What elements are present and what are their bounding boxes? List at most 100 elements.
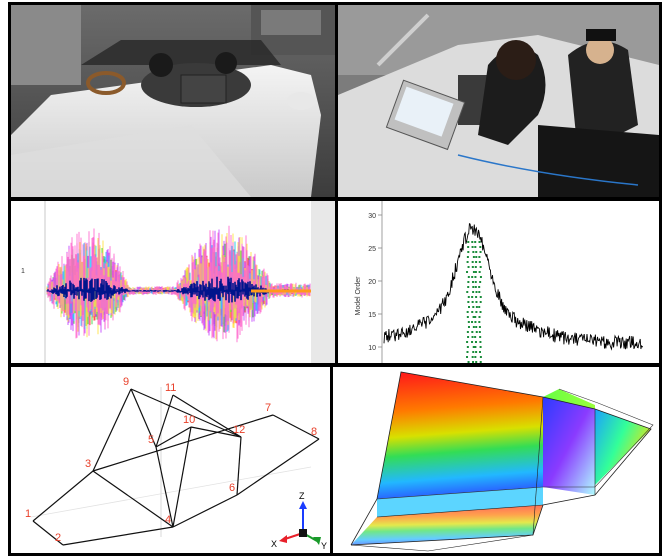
- wireframe-point-label: 6: [229, 482, 235, 494]
- car-photo-illustration: [338, 5, 659, 197]
- wireframe-point-label: 9: [123, 376, 129, 388]
- spectrum-marker: [471, 301, 474, 303]
- spectrum-marker: [479, 246, 482, 248]
- wireframe-edge: [130, 388, 157, 448]
- undeformed-outline-back: [376, 388, 654, 500]
- spectrum-marker: [474, 336, 477, 338]
- wireframe-edge: [155, 394, 174, 448]
- mode-shape-svg: [333, 367, 659, 553]
- wireframe-point-label: 10: [183, 414, 195, 426]
- spectrum-marker: [471, 281, 474, 283]
- spectrum-marker: [472, 306, 475, 308]
- spectrum-marker: [478, 256, 481, 258]
- spectrum-marker: [478, 306, 481, 308]
- spectrum-marker: [467, 336, 470, 338]
- spectrum-marker: [479, 346, 482, 348]
- spectrum-marker: [474, 271, 477, 273]
- wireframe-edge: [190, 426, 242, 438]
- spectrum-marker: [479, 341, 482, 343]
- car-photo-illustration: [11, 5, 335, 197]
- spectrum-marker: [466, 291, 469, 293]
- wireframe-edge: [172, 494, 238, 528]
- wireframe-point-label: 5: [148, 434, 154, 446]
- wireframe-edge: [236, 438, 320, 496]
- spectrum-marker: [475, 331, 478, 333]
- spectrum-marker: [472, 251, 475, 253]
- spectrum-marker: [478, 351, 481, 353]
- spectrum-marker: [471, 336, 474, 338]
- spectrum-marker: [471, 241, 474, 243]
- wireframe-point-label: 2: [55, 532, 61, 544]
- spectrum-marker: [472, 326, 475, 328]
- wireframe-edge: [32, 470, 94, 522]
- wireframe-edge: [92, 388, 132, 472]
- spectrum-marker: [474, 286, 477, 288]
- spectrum-marker: [475, 261, 478, 263]
- spectrum-marker: [466, 271, 469, 273]
- spectrum-ytick-label: 15: [368, 312, 376, 319]
- photo-car-driver-laptop: [8, 2, 338, 200]
- spectrum-marker: [475, 256, 478, 258]
- mode-shape-middle-surface: [543, 397, 595, 495]
- spectrum-marker: [472, 361, 475, 363]
- spectrum-marker: [479, 251, 482, 253]
- wireframe-edge: [32, 520, 64, 546]
- spectrum-ytick-label: 30: [368, 213, 376, 220]
- spectrum-marker: [474, 346, 477, 348]
- spectrum-marker: [472, 351, 475, 353]
- spectrum-marker: [471, 311, 474, 313]
- mode-shape-top-strip: [543, 389, 595, 409]
- spectrum-marker: [479, 296, 482, 298]
- mode-shape-right-surface: [595, 409, 651, 485]
- spectrum-plot-svg: Model Order 30 25 20 15 10: [338, 201, 659, 363]
- coordinate-triad: Z X Y: [271, 491, 327, 551]
- spectrum-marker: [479, 361, 482, 363]
- spectrum-marker: [472, 271, 475, 273]
- triad-y-label: Y: [321, 541, 327, 551]
- spectrum-marker: [466, 316, 469, 318]
- spectrum-marker: [475, 306, 478, 308]
- triad-z-label: Z: [299, 491, 305, 501]
- wireframe-edge: [172, 394, 242, 438]
- spectrum-marker: [479, 311, 482, 313]
- spectrum-marker: [475, 326, 478, 328]
- spectrum-marker: [474, 316, 477, 318]
- spectrum-marker: [471, 341, 474, 343]
- spectrum-marker: [478, 271, 481, 273]
- spectrum-marker: [474, 281, 477, 283]
- spectrum-marker: [466, 356, 469, 358]
- spectrum-marker: [478, 241, 481, 243]
- spectrum-marker: [478, 326, 481, 328]
- wireframe-point-label: 8: [311, 426, 317, 438]
- spectrum-marker: [472, 286, 475, 288]
- spectrum-marker: [466, 256, 469, 258]
- wireframe-point-label: 1: [25, 508, 31, 520]
- spectrum-marker: [474, 276, 477, 278]
- spectrum-marker: [467, 296, 470, 298]
- mode-shape-bottom-surface: [351, 505, 543, 545]
- spectrum-marker: [466, 311, 469, 313]
- wireframe-edge: [62, 526, 174, 546]
- spectrum-marker: [472, 256, 475, 258]
- spectrum-marker: [471, 321, 474, 323]
- spectrum-marker: [467, 361, 470, 363]
- spectrum-marker: [471, 356, 474, 358]
- spectrum-marker: [471, 296, 474, 298]
- spectrum-marker: [474, 246, 477, 248]
- spectrum-marker: [475, 296, 478, 298]
- spectrum-ytick-label: 25: [368, 246, 376, 253]
- spectrum-marker: [472, 346, 475, 348]
- spectrum-marker: [474, 356, 477, 358]
- wireframe-point-label: 11: [165, 382, 176, 394]
- spectrum-marker: [478, 286, 481, 288]
- wireframe-edge: [172, 426, 192, 528]
- triad-x-label: X: [271, 539, 277, 549]
- wireframe-edge: [130, 388, 242, 438]
- spectrum-marker: [471, 276, 474, 278]
- wireframe-point-label: 3: [85, 458, 91, 470]
- spectrum-marker: [466, 351, 469, 353]
- spectrum-marker: [467, 301, 470, 303]
- photo-car-engineers-laptop: [335, 2, 662, 200]
- spectrum-marker: [472, 291, 475, 293]
